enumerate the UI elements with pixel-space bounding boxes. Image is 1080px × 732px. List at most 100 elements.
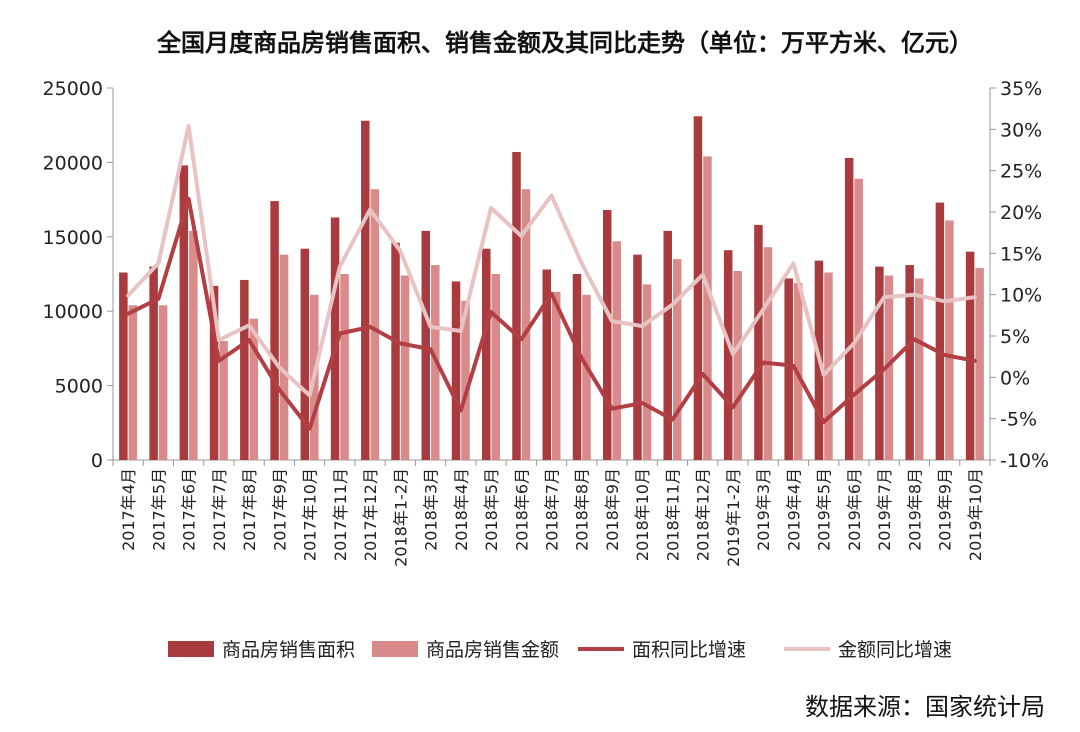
x-tick-label: 2017年12月 [361,468,380,561]
bar [542,269,551,460]
x-tick-label: 2019年4月 [784,468,803,551]
x-tick-label: 2018年1-2月 [391,468,410,567]
bar [965,251,975,460]
bar [451,281,461,460]
bar [824,272,833,460]
bar [279,254,289,460]
bar [572,274,582,460]
bar [391,242,400,460]
bar [521,189,531,460]
y-right-tick-label: 30% [1000,119,1042,141]
bar [975,268,984,460]
bar [149,266,158,460]
legend-swatch [168,641,214,657]
bar [209,285,219,460]
bar [270,201,279,460]
y-left-tick-label: 10000 [43,301,103,323]
plot-area: 0 5000 10000 15000 20000 25000 -10% -5% 0% 5% 10% 1… [43,78,1050,567]
bar [552,291,561,460]
bar [672,259,682,460]
bar [935,202,945,461]
bar [421,230,431,460]
y-right-tick-label: 10% [1000,285,1042,307]
bar [763,247,773,460]
y-right-tick-label: 15% [1000,243,1042,265]
bar [693,116,703,460]
y-right-tick-label: 35% [1000,78,1042,100]
y-left-tick-label: 15000 [43,227,103,249]
x-tick-label: 2017年5月 [149,468,168,551]
x-tick-label: 2018年10月 [633,468,652,561]
bar [119,272,128,460]
x-tick-label: 2018年7月 [543,468,562,551]
x-tick-label: 2017年4月 [119,468,138,551]
y-left-tick-label: 5000 [55,376,103,398]
x-tick-label: 2018年6月 [512,468,531,551]
bar [249,318,259,460]
x-tick-label: 2018年8月 [573,468,592,551]
bar [240,279,249,460]
legend-label: 面积同比增速 [632,639,746,661]
series-line [126,124,977,398]
bar [219,340,228,460]
y-left-tick-label: 0 [91,450,103,472]
x-tick-label: 2018年9月 [603,468,622,551]
series-line [126,196,977,431]
bar [754,224,763,460]
y-right-tick-label: 5% [1000,326,1030,348]
bar [945,220,954,460]
bar [179,165,189,460]
bar [784,278,793,460]
bar [189,230,198,460]
x-tick-label: 2017年9月 [270,468,289,551]
x-tick-label: 2018年11月 [663,468,682,561]
legend: 商品房销售面积 商品房销售金额 面积同比增速 金额同比增速 [168,639,952,661]
x-tick-label: 2017年10月 [301,468,320,561]
source-label: 数据来源：国家统计局 [805,693,1045,721]
bar [633,254,642,460]
bar [884,275,894,460]
x-tick-label: 2018年5月 [482,468,501,551]
x-tick-label: 2019年10月 [966,468,985,561]
y-right-tick-label: 0% [1000,367,1030,389]
y-right-tick-label: -10% [1000,450,1049,472]
x-tick-label: 2018年12月 [694,468,713,561]
x-tick-label: 2019年7月 [875,468,894,551]
bar [602,210,612,460]
bar [491,274,501,460]
bar [642,284,652,460]
legend-label: 商品房销售金额 [426,639,559,661]
y-left-tick-label: 20000 [43,152,103,174]
x-tick-label: 2017年7月 [210,468,229,551]
bar [905,265,914,460]
bar [612,241,621,460]
y-right-tick-label: 20% [1000,202,1042,224]
x-tick-label: 2017年6月 [180,468,199,551]
bar [400,275,410,460]
bar [461,300,470,460]
bar [340,274,349,460]
legend-label: 金额同比增速 [838,639,952,661]
x-tick-label: 2018年3月 [422,468,441,551]
y-left-tick-label: 25000 [43,78,103,100]
x-tick-label: 2019年1-2月 [724,468,743,567]
bar [844,157,854,460]
bar [733,271,742,460]
x-tick-label: 2019年6月 [845,468,864,551]
bar [703,156,712,460]
bar [875,266,884,460]
x-tick-label: 2017年8月 [240,468,259,551]
legend-label: 商品房销售面积 [222,639,355,661]
bar [330,217,340,460]
x-tick-label: 2018年4月 [452,468,471,551]
bar [370,189,380,460]
y-right-tick-label: 25% [1000,161,1042,183]
x-tick-label: 2019年5月 [815,468,834,551]
x-tick-label: 2019年9月 [936,468,955,551]
bar [361,120,370,461]
chart-title: 全国月度商品房销售面积、销售金额及其同比走势（单位：万平方米、亿元） [156,29,973,57]
bar [158,305,168,460]
bar [663,230,672,460]
bar [582,294,591,460]
